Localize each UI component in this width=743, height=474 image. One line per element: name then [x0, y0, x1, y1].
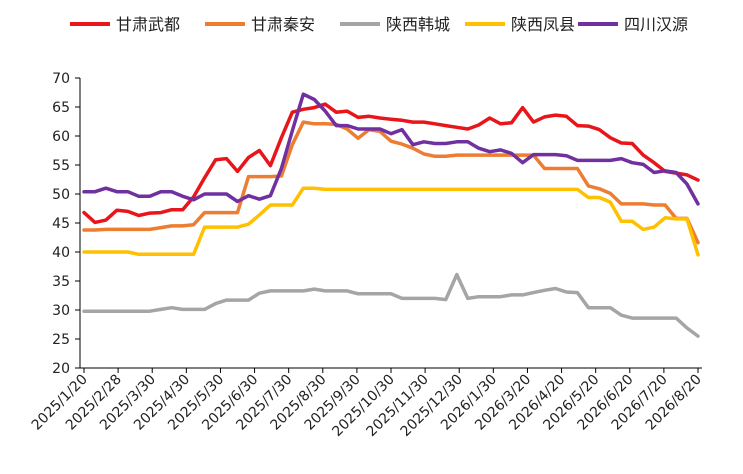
y-tick-label: 30: [52, 303, 70, 319]
y-tick-label: 45: [52, 216, 70, 232]
y-tick-label: 50: [52, 187, 70, 203]
series-layer: [82, 92, 700, 338]
legend-label-0: 甘肃武都: [116, 15, 180, 34]
legend-label-1: 甘肃秦安: [251, 15, 315, 34]
y-tick-label: 55: [52, 158, 70, 174]
legend-label-2: 陕西韩城: [386, 15, 450, 34]
legend: 甘肃武都 甘肃秦安 陕西韩城 陕西凤县 四川汉源: [70, 15, 688, 34]
y-ticks: 20 25 30 35 40 45 50 55 60 65 70: [52, 71, 80, 377]
axes: [79, 78, 702, 369]
y-tick-label: 70: [52, 71, 70, 87]
series-line-3: [82, 186, 700, 257]
legend-label-3: 陕西凤县: [511, 15, 575, 34]
y-tick-label: 35: [52, 274, 70, 290]
legend-label-4: 四川汉源: [624, 15, 688, 34]
x-ticks: 2025/1/202025/2/282025/3/302025/4/302025…: [29, 368, 705, 440]
series-line-4: [82, 92, 700, 206]
y-tick-label: 65: [52, 100, 70, 116]
y-tick-label: 20: [52, 361, 70, 377]
y-tick-label: 25: [52, 332, 70, 348]
y-tick-label: 60: [52, 129, 70, 145]
series-line-0: [82, 102, 700, 225]
y-tick-label: 40: [52, 245, 70, 261]
series-line-1: [82, 120, 700, 245]
series-line-2: [82, 272, 700, 338]
